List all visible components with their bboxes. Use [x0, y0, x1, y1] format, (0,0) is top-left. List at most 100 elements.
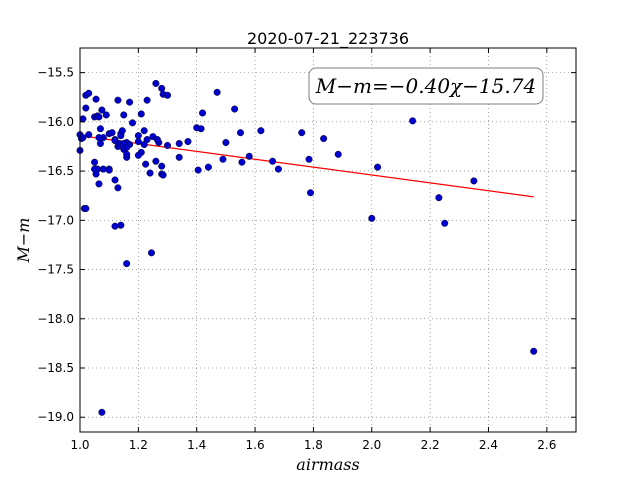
data-point: [98, 408, 106, 416]
data-point: [140, 127, 148, 135]
data-point: [79, 134, 87, 142]
data-point: [146, 169, 154, 177]
data-point: [79, 115, 87, 123]
data-point: [305, 155, 313, 163]
fit-line-group: [79, 135, 534, 198]
x-tick-label: 2.2: [421, 438, 440, 452]
data-point: [123, 143, 131, 151]
data-point: [152, 79, 160, 87]
data-point: [134, 132, 142, 140]
data-point: [92, 95, 100, 103]
y-tick-label: −18.5: [37, 361, 74, 375]
data-point: [126, 98, 134, 106]
annotation-box: [308, 67, 544, 105]
grid: [80, 48, 576, 432]
data-point: [213, 88, 221, 96]
chart-title: 2020-07-21_223736: [247, 29, 409, 49]
data-point: [245, 152, 253, 160]
data-point: [152, 157, 160, 165]
data-point: [441, 219, 449, 227]
y-tick-label: −17.5: [37, 263, 74, 277]
y-tick-label: −16.5: [37, 164, 74, 178]
data-point: [95, 134, 103, 142]
data-point: [91, 158, 99, 166]
data-point: [123, 150, 131, 158]
data-point: [159, 171, 167, 179]
data-point: [298, 129, 306, 137]
y-axis-label: M−m: [14, 218, 33, 264]
fit-annotation: M−m=−0.40χ−15.74: [308, 67, 544, 105]
data-point: [374, 163, 382, 171]
y-tick-label: −19.0: [37, 410, 74, 424]
data-point: [222, 139, 230, 147]
data-point: [92, 170, 100, 178]
data-point: [269, 157, 277, 165]
data-point: [134, 138, 142, 146]
x-tick-label: 2.4: [479, 438, 498, 452]
data-point: [231, 105, 239, 113]
data-point: [137, 110, 145, 118]
data-point: [368, 214, 376, 222]
data-point: [82, 204, 90, 212]
data-point: [306, 189, 314, 197]
data-point: [114, 96, 122, 104]
plot-frame: [79, 47, 577, 433]
data-point: [197, 125, 205, 133]
annotation-text: M−m=−0.40χ−15.74: [315, 74, 536, 98]
data-point: [120, 111, 128, 119]
data-point: [111, 176, 119, 184]
data-point: [95, 113, 103, 121]
data-point: [204, 163, 212, 171]
x-axis-label: airmass: [296, 455, 359, 474]
data-point: [147, 249, 155, 257]
data-point: [175, 140, 183, 148]
data-point: [164, 141, 172, 149]
data-point: [274, 165, 282, 173]
data-point: [409, 117, 417, 125]
x-tick-label: 2.0: [362, 438, 381, 452]
data-point: [158, 84, 166, 92]
data-point: [153, 136, 161, 144]
data-points: [76, 79, 538, 416]
data-point: [530, 347, 538, 355]
data-point: [175, 153, 183, 161]
data-point: [334, 150, 342, 158]
x-tick-label: 1.4: [187, 438, 206, 452]
x-tick-label: 1.0: [70, 438, 89, 452]
data-point: [257, 127, 265, 135]
data-point: [158, 162, 166, 170]
data-point: [96, 140, 104, 148]
y-tick-label: −15.5: [37, 66, 74, 80]
data-point: [85, 89, 93, 97]
data-point: [111, 222, 119, 230]
data-point: [123, 260, 131, 268]
data-point: [164, 91, 172, 99]
data-point: [470, 177, 478, 185]
data-point: [108, 129, 116, 137]
data-point: [134, 151, 142, 159]
y-tick-label: −17.0: [37, 213, 74, 227]
data-point: [219, 155, 227, 163]
data-point: [194, 166, 202, 174]
data-point: [98, 106, 106, 114]
data-point: [82, 104, 90, 112]
data-point: [143, 136, 151, 144]
data-point: [199, 109, 207, 117]
axis-ticks: [79, 48, 576, 432]
data-point: [85, 131, 93, 139]
x-tick-label: 2.6: [537, 438, 556, 452]
data-point: [238, 158, 246, 166]
data-point: [102, 111, 110, 119]
fit-line: [79, 135, 534, 198]
x-tick-label: 1.8: [304, 438, 323, 452]
data-point: [184, 138, 192, 146]
data-point: [142, 160, 150, 168]
data-point: [435, 194, 443, 202]
x-tick-label: 1.6: [246, 438, 265, 452]
data-point: [96, 125, 104, 133]
data-point: [143, 96, 151, 104]
x-tick-label: 1.2: [129, 438, 148, 452]
data-point: [95, 180, 103, 188]
y-tick-label: −16.0: [37, 115, 74, 129]
